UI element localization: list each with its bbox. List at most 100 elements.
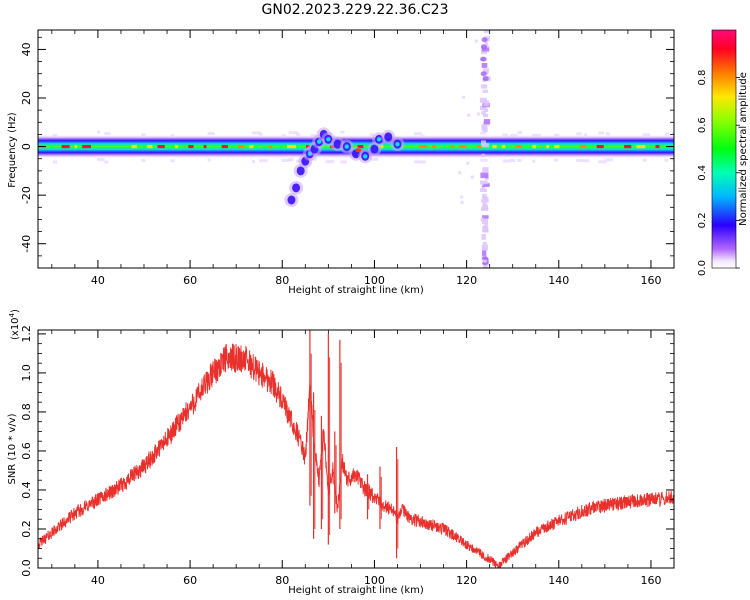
carrier-halo xyxy=(421,160,426,164)
carrier-core xyxy=(655,144,660,149)
streak-mark xyxy=(481,215,489,219)
colorbar-tick-label: 0.6 xyxy=(697,117,708,133)
y-tick-label: -40 xyxy=(20,235,33,253)
carrier-core xyxy=(357,144,364,149)
carrier-halo xyxy=(554,133,560,137)
y-tick-label: 0.6 xyxy=(20,442,33,460)
carrier-core xyxy=(451,144,454,149)
streak-mark xyxy=(479,105,487,111)
snr-y-scale-prefix: (x10 xyxy=(10,317,21,340)
carrier-halo xyxy=(52,160,58,164)
streak-mark xyxy=(482,167,489,173)
carrier-core xyxy=(268,144,272,149)
snr-plot-area xyxy=(38,330,674,568)
disturbance-core xyxy=(326,137,331,142)
streak-blob xyxy=(482,256,489,261)
carrier-core xyxy=(636,144,646,149)
scatter-dot xyxy=(460,200,464,204)
carrier-core xyxy=(74,144,78,149)
y-tick-label: 0.4 xyxy=(20,481,33,499)
streak-mark xyxy=(482,89,489,93)
carrier-core xyxy=(188,144,194,149)
carrier-halo xyxy=(170,134,175,138)
y-tick-label: 1.2 xyxy=(20,325,33,343)
streak-mark xyxy=(481,111,486,115)
x-tick-label: 120 xyxy=(456,274,477,287)
carrier-halo xyxy=(672,131,674,135)
carrier-core xyxy=(249,144,254,149)
spectrogram-y-axis-label: Frequency (Hz) xyxy=(7,112,18,188)
y-tick-label: 40 xyxy=(20,42,33,56)
streak-mark xyxy=(481,49,487,55)
colorbar-tick-label: 0.0 xyxy=(697,260,708,276)
y-tick-label: 0.0 xyxy=(20,559,33,577)
streak-blob xyxy=(482,76,489,82)
streak-mark xyxy=(483,100,490,107)
carrier-core xyxy=(238,144,245,149)
streak-mark xyxy=(481,244,489,251)
carrier-halo xyxy=(642,158,647,162)
colorbar: 0.0 0.2 0.4 0.6 0.8 Normalized spectral ampl… xyxy=(697,29,749,276)
carrier-halo xyxy=(104,132,111,136)
carrier-halo xyxy=(281,134,286,138)
carrier-halo xyxy=(170,159,175,163)
streak-mark xyxy=(481,124,488,131)
carrier-core xyxy=(286,144,296,149)
spectrogram-frame xyxy=(37,29,675,269)
disturbance-mark xyxy=(384,132,393,142)
streak-mark xyxy=(484,257,489,264)
scatter-dot xyxy=(483,259,487,263)
carrier-core xyxy=(579,144,587,149)
carrier-halo xyxy=(52,134,58,138)
scatter-dot xyxy=(480,182,484,186)
disturbance-mark xyxy=(287,195,296,205)
spectrogram-ticks: 40 60 80 100 120 140 160 40 20 0 -20 -40 xyxy=(20,30,675,287)
disturbance-mark xyxy=(296,166,305,176)
carrier-halo xyxy=(414,132,423,136)
snr-y-scale-label: (x104) xyxy=(8,309,21,340)
carrier-halo xyxy=(502,133,509,137)
snr-x-axis-label: Height of straight line (km) xyxy=(288,585,424,596)
streak-mark xyxy=(484,41,488,46)
carrier-halo xyxy=(414,160,422,164)
carrier-halo xyxy=(576,159,585,163)
carrier-halo xyxy=(251,159,256,163)
disturbance-mark xyxy=(292,183,301,193)
scatter-dot xyxy=(474,39,478,43)
spectrogram-x-axis-label: Height of straight line (km) xyxy=(288,285,424,296)
carrier-halo xyxy=(340,160,347,164)
carrier-halo xyxy=(532,159,536,163)
spectrogram-panel: 40 60 80 100 120 140 160 40 20 0 -20 -40 Height of … xyxy=(7,29,675,296)
carrier-halo xyxy=(480,158,488,162)
carrier-halo xyxy=(664,158,669,162)
x-tick-label: 80 xyxy=(275,274,289,287)
streak-mark xyxy=(483,119,491,125)
streak-mark xyxy=(482,183,490,187)
snr-marks xyxy=(38,330,674,568)
y-tick-label: -20 xyxy=(20,186,33,204)
disturbance-core xyxy=(316,139,322,144)
scatter-dot xyxy=(470,175,474,179)
carrier-halo xyxy=(583,159,590,163)
scatter-dot xyxy=(466,161,470,165)
colorbar-tick-label: 0.8 xyxy=(697,70,708,86)
carrier-core xyxy=(546,144,550,149)
scatter-dot xyxy=(458,171,462,175)
scatter-dot xyxy=(460,195,464,199)
streak-mark xyxy=(481,193,487,199)
colorbar-tick-label: 0.4 xyxy=(697,165,708,181)
carrier-core xyxy=(432,144,437,149)
disturbance-core xyxy=(376,137,382,142)
carrier-halo xyxy=(672,157,674,161)
carrier-core xyxy=(82,144,92,149)
snr-series-line xyxy=(38,343,674,568)
disturbance-core xyxy=(363,154,368,159)
carrier-halo xyxy=(480,131,486,135)
carrier-core xyxy=(554,144,560,149)
streak-blob xyxy=(480,71,487,77)
x-tick-label: 40 xyxy=(91,574,105,587)
streak-mark xyxy=(480,217,489,222)
streak-mark xyxy=(480,172,489,179)
x-tick-label: 100 xyxy=(364,574,385,587)
carrier-halo xyxy=(502,159,511,163)
